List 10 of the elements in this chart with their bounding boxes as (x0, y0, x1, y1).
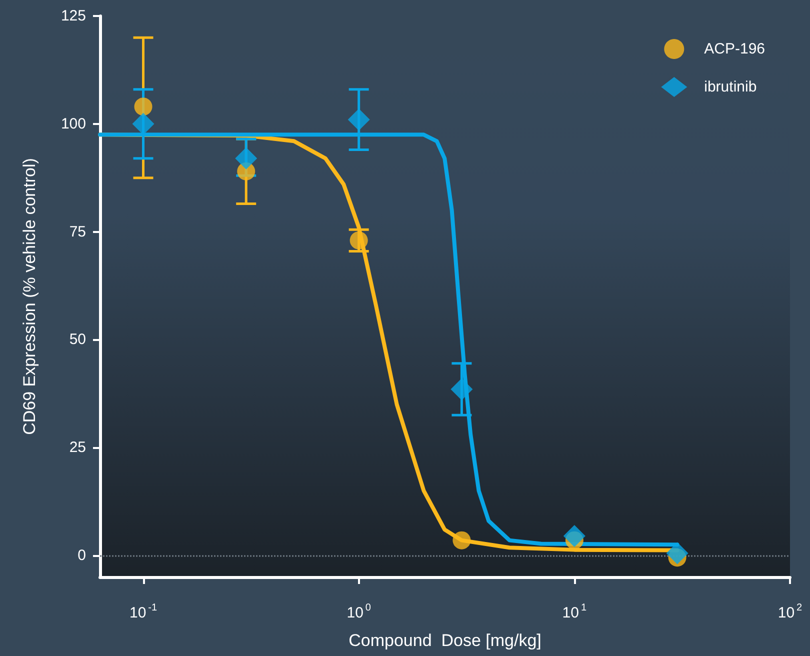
y-tick-label: 125 (60, 8, 86, 24)
y-tick-label: 50 (69, 331, 86, 348)
y-tick-label: 75 (69, 223, 86, 240)
y-tick-label: 25 (69, 439, 86, 456)
x-axis-title: Compound Dose [mg/kg] (348, 631, 542, 650)
y-tick-label: 0 (78, 546, 86, 564)
y-tick-label: 100 (60, 115, 86, 132)
legend-label: ACP-196 (704, 40, 766, 58)
y-axis-title: CD69 Expression (% vehicle control) (20, 158, 39, 435)
legend-label: ibrutinib (704, 78, 757, 96)
